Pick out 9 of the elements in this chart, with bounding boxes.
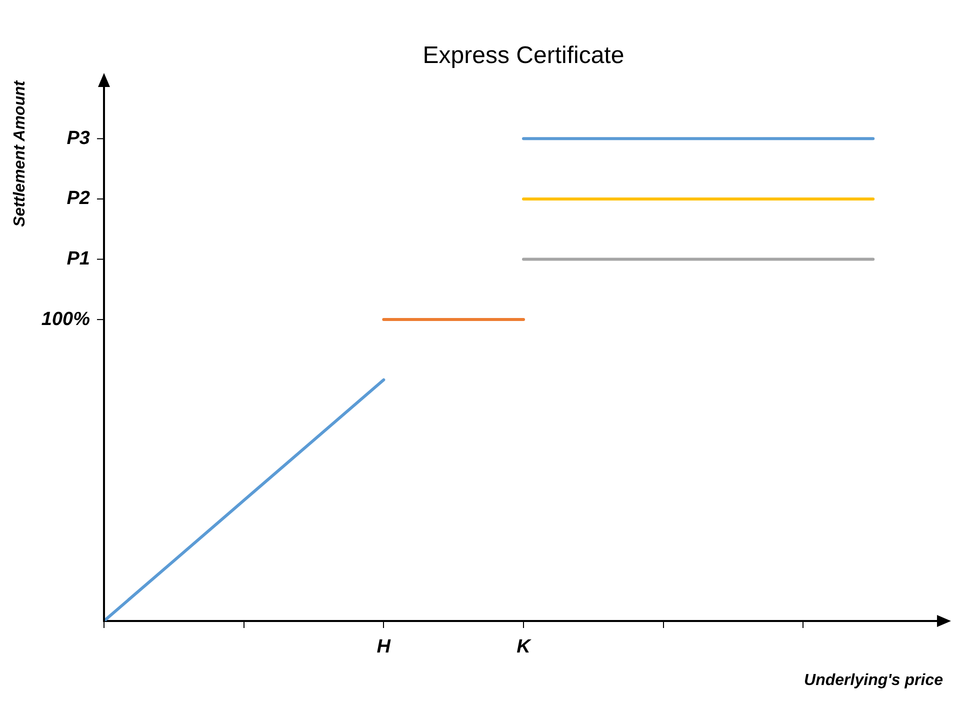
x-axis-title: Underlying's price [804,672,944,689]
text: 100% [41,308,90,330]
x-tick-label: K [516,636,532,658]
text: P2 [66,188,90,210]
chart-title: Express Certificate [422,42,624,70]
text: P1 [66,248,90,270]
text: P3 [66,128,90,149]
x-tick-label: H [376,636,392,658]
y-axis-title: Settlement Amount [11,80,28,227]
